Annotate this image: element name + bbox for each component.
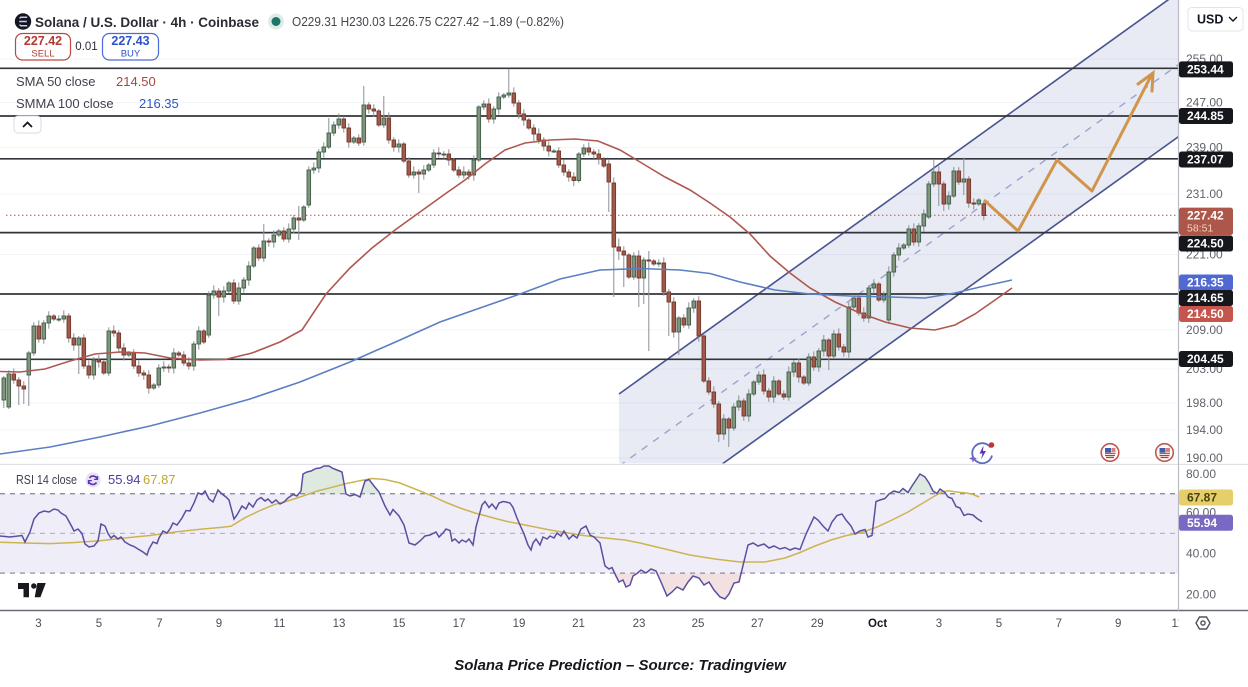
svg-text:224.50: 224.50: [1187, 237, 1224, 251]
svg-text:237.07: 237.07: [1187, 153, 1224, 167]
svg-text:SMA 50 close: SMA 50 close: [16, 74, 96, 89]
svg-text:58:51: 58:51: [1187, 222, 1213, 234]
svg-text:55.94: 55.94: [1187, 516, 1217, 530]
svg-text:80.00: 80.00: [1186, 467, 1216, 481]
svg-text:216.35: 216.35: [139, 96, 179, 111]
svg-text:13: 13: [333, 618, 346, 630]
svg-text:21: 21: [572, 618, 585, 630]
svg-text:O229.31 H230.03 L226.75 C227.4: O229.31 H230.03 L226.75 C227.42 −1.89 (−…: [292, 15, 564, 29]
svg-text:11: 11: [1172, 618, 1184, 630]
svg-text:5: 5: [996, 618, 1002, 630]
svg-text:190.00: 190.00: [1186, 451, 1223, 465]
svg-text:244.85: 244.85: [1187, 109, 1224, 123]
svg-text:55.94: 55.94: [108, 472, 141, 487]
svg-text:214.65: 214.65: [1187, 291, 1224, 305]
svg-text:194.00: 194.00: [1186, 423, 1223, 437]
svg-text:231.00: 231.00: [1186, 187, 1223, 201]
svg-text:USD: USD: [1197, 13, 1223, 27]
svg-text:227.42: 227.42: [1187, 208, 1224, 222]
svg-text:247.00: 247.00: [1186, 96, 1223, 110]
svg-text:214.50: 214.50: [116, 74, 156, 89]
svg-text:227.43: 227.43: [111, 34, 149, 48]
svg-text:67.87: 67.87: [143, 472, 176, 487]
svg-text:9: 9: [1115, 618, 1121, 630]
svg-text:Oct: Oct: [868, 618, 887, 630]
svg-text:209.00: 209.00: [1186, 323, 1223, 337]
svg-text:214.50: 214.50: [1187, 307, 1224, 321]
svg-text:19: 19: [513, 618, 526, 630]
svg-text:0.01: 0.01: [75, 41, 97, 53]
svg-text:29: 29: [811, 618, 824, 630]
svg-text:40.00: 40.00: [1186, 546, 1216, 560]
svg-text:SMMA 100 close: SMMA 100 close: [16, 96, 114, 111]
svg-text:11: 11: [274, 618, 286, 630]
svg-text:17: 17: [453, 618, 466, 630]
svg-text:3: 3: [936, 618, 942, 630]
svg-text:15: 15: [393, 618, 406, 630]
svg-text:20.00: 20.00: [1186, 587, 1216, 601]
svg-text:216.35: 216.35: [1187, 276, 1224, 290]
svg-text:BUY: BUY: [121, 49, 141, 60]
svg-text:5: 5: [96, 618, 102, 630]
svg-text:227.42: 227.42: [24, 34, 62, 48]
svg-text:23: 23: [633, 618, 646, 630]
svg-text:25: 25: [692, 618, 705, 630]
svg-text:253.44: 253.44: [1187, 63, 1224, 77]
svg-text:9: 9: [216, 618, 222, 630]
svg-text:239.00: 239.00: [1186, 141, 1223, 155]
svg-text:3: 3: [35, 618, 41, 630]
svg-text:27: 27: [751, 618, 764, 630]
svg-text:204.45: 204.45: [1187, 352, 1224, 366]
svg-text:SELL: SELL: [31, 49, 54, 60]
svg-text:Solana Price Prediction – Sour: Solana Price Prediction – Source: Tradin…: [454, 657, 787, 674]
svg-text:7: 7: [1056, 618, 1062, 630]
svg-text:7: 7: [156, 618, 162, 630]
svg-text:198.00: 198.00: [1186, 396, 1223, 410]
svg-text:RSI 14 close: RSI 14 close: [16, 473, 77, 487]
svg-text:67.87: 67.87: [1187, 491, 1217, 505]
svg-text:Solana / U.S. Dollar · 4h · Co: Solana / U.S. Dollar · 4h · Coinbase: [35, 14, 259, 30]
